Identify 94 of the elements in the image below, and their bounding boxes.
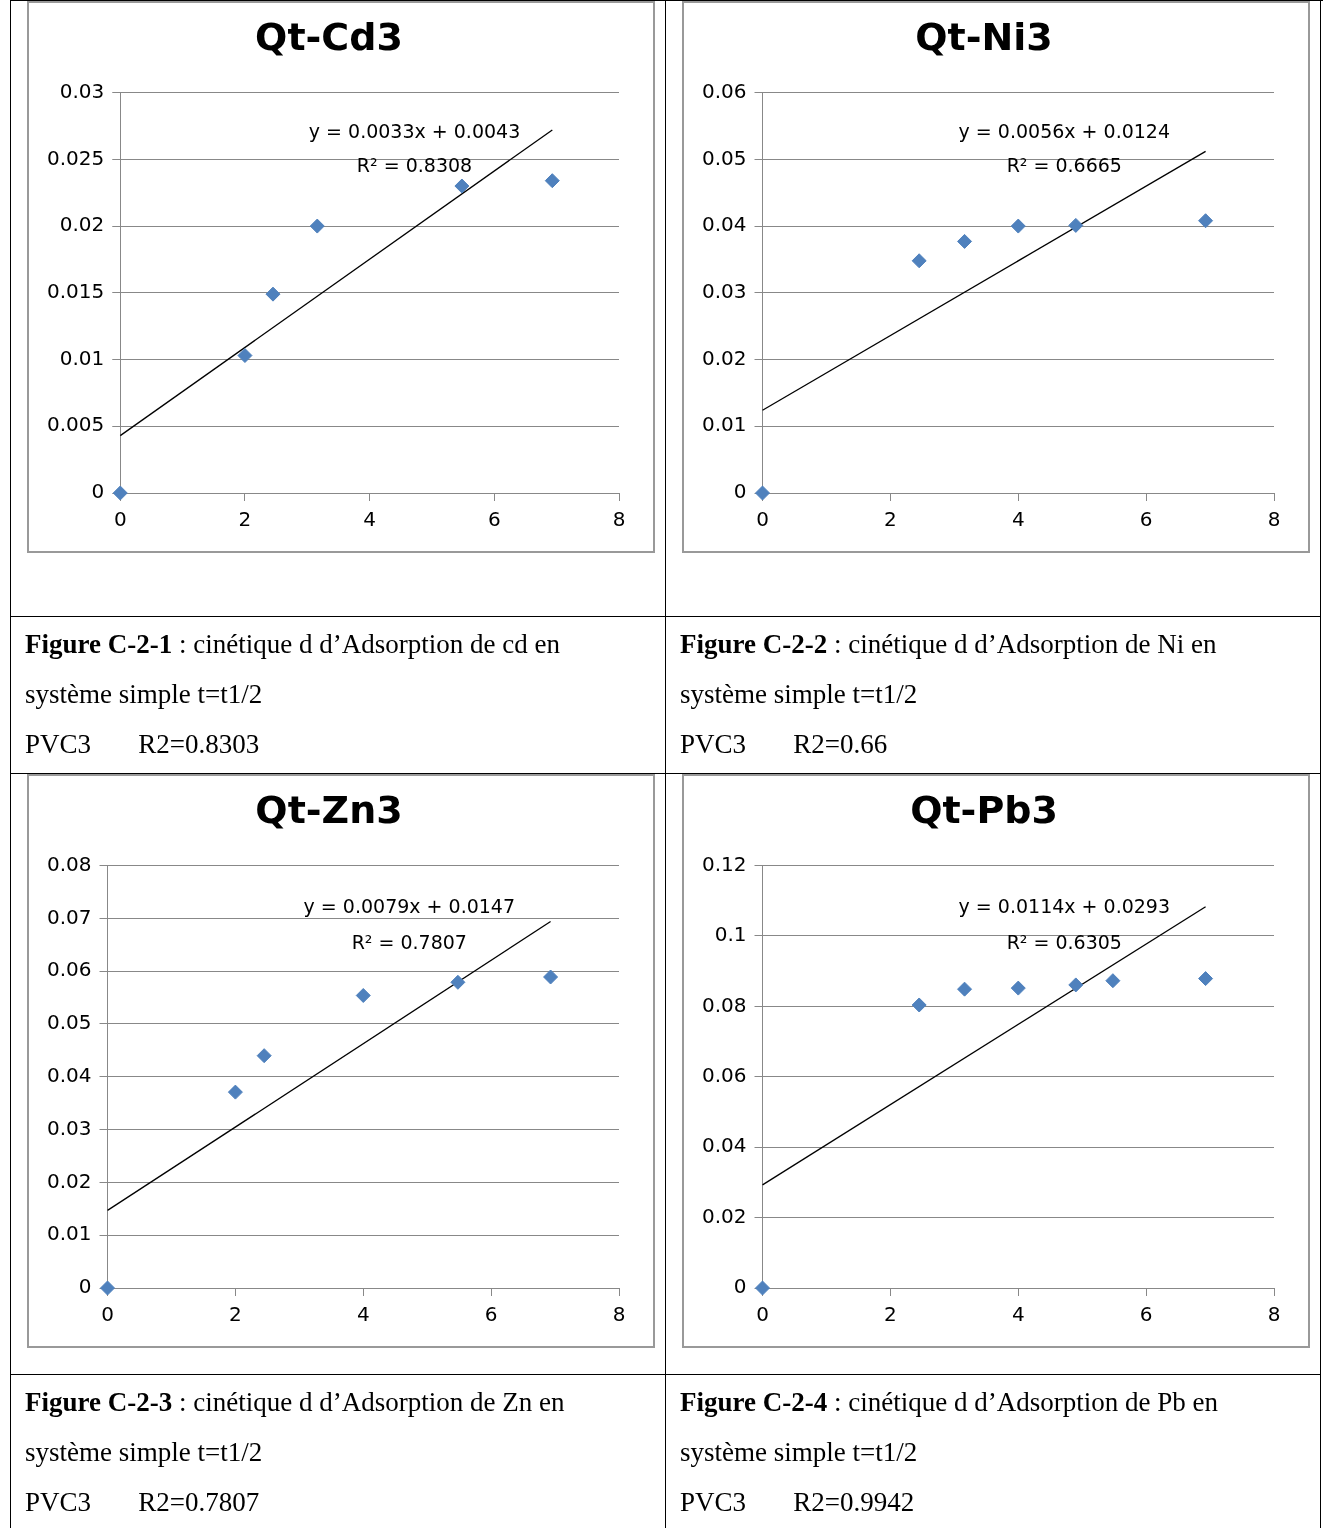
point [256,1048,272,1064]
point [911,253,927,269]
annotation: R² = 0.7807 [351,930,467,953]
annotation: y = 0.0033x + 0.0043 [308,119,521,142]
x-tick-label: 2 [884,507,897,532]
x-tick-label: 4 [356,1302,370,1327]
x-tick-label: 0 [113,507,127,532]
text: PVC3 R2=0.8303 [25,728,261,761]
y-tick-label: 0.05 [47,1010,92,1035]
text: PVC3 R2=0.7807 [25,1486,261,1519]
y-tick-label: 0.02 [47,1168,92,1193]
y-tick-label: 0.06 [702,1063,747,1087]
annotation: R² = 0.6305 [1006,930,1122,953]
text: PVC3 R2=0.9942 [680,1486,916,1519]
point [1105,973,1121,989]
text: Figure C-2-4 : cinétique d d’Adsorption de Pb en système simple t=t1/2 [680,1386,1219,1469]
text: Figure C-2-1 : cinétique d d’Adsorption de cd en système simple t=t1/2 [25,628,561,711]
x-tick-label: 0 [756,1302,769,1327]
point [100,1280,116,1296]
point [544,173,560,189]
y-tick-label: 0.1 [714,922,747,947]
x-tick-label: 8 [612,507,626,532]
chart-title: Qt-Ni3 [915,14,1053,59]
x-tick-label: 4 [363,507,376,532]
x-tick-label: 4 [1011,507,1025,532]
y-tick-label: 0.06 [47,957,92,982]
y-tick-label: 0.08 [702,992,747,1017]
annotation: y = 0.0079x + 0.0147 [303,894,516,917]
y-tick-label: 0.015 [46,279,105,303]
point [265,286,281,302]
annotation: y = 0.0056x + 0.0124 [958,119,1171,142]
y-tick-label: 0.02 [59,212,105,237]
x-tick-label: 6 [484,1302,498,1327]
point [227,1084,243,1100]
point [755,485,771,501]
y-tick-label: 0.08 [47,851,92,876]
y-tick-label: 0 [91,479,105,504]
point [1068,977,1084,993]
point [237,348,253,364]
point [112,485,128,501]
point [957,233,973,249]
chart-title: Qt-Cd3 [255,14,403,59]
y-tick-label: 0 [733,1274,747,1299]
y-tick-label: 0.03 [47,1115,92,1140]
text: Figure C-2-2 : cinétique d d’Adsorption de Ni en système simple t=t1/2 [680,628,1218,711]
y-tick-label: 0.04 [702,212,747,237]
annotation: R² = 0.8308 [356,153,473,176]
x-tick-label: 2 [884,1302,897,1327]
point [450,974,466,990]
y-tick-label: 0.01 [702,412,747,437]
point [755,1280,771,1296]
y-tick-label: 0.05 [702,145,747,170]
text: Figure C-2-3 : cinétique d d’Adsorption de Zn en système simple t=t1/2 [25,1386,566,1469]
y-tick-label: 0.07 [47,904,92,929]
x-tick-label: 4 [1011,1302,1025,1327]
y-tick-label: 0.01 [59,345,105,370]
y-tick-label: 0.12 [702,851,747,876]
x-tick-label: 2 [238,507,252,532]
y-tick-label: 0.04 [702,1133,747,1158]
point [355,987,371,1003]
y-tick-label: 0.06 [702,78,747,103]
point [1198,213,1214,229]
y-tick-label: 0 [78,1274,92,1299]
annotation: R² = 0.6665 [1006,153,1122,176]
point [543,969,559,985]
y-tick-label: 0.04 [47,1063,92,1087]
annotation: y = 0.0114x + 0.0293 [958,894,1171,917]
x-tick-label: 6 [1139,1302,1153,1327]
chart-title: Qt-Pb3 [910,787,1058,832]
text: PVC3 R2=0.66 [680,728,889,761]
x-tick-label: 8 [1267,507,1281,532]
y-tick-label: 0.02 [702,1203,747,1228]
y-tick-label: 0.005 [46,412,105,437]
y-tick-label: 0.025 [46,145,105,170]
point [957,981,973,997]
point [1198,971,1214,987]
x-tick-label: 2 [229,1302,242,1327]
y-tick-label: 0.01 [47,1221,92,1246]
y-tick-label: 0.03 [59,78,105,103]
point [1010,980,1026,996]
point [1068,217,1084,233]
y-tick-label: 0.02 [702,345,747,370]
x-tick-label: 8 [612,1302,626,1327]
point [911,997,927,1013]
x-tick-label: 0 [756,507,769,532]
chart-title: Qt-Zn3 [255,787,403,832]
point [309,218,325,234]
x-tick-label: 8 [1267,1302,1281,1327]
point [1010,218,1026,234]
y-tick-label: 0 [733,479,747,504]
point [454,178,470,194]
x-tick-label: 6 [487,507,501,532]
x-tick-label: 6 [1139,507,1153,532]
y-tick-label: 0.03 [702,279,747,303]
